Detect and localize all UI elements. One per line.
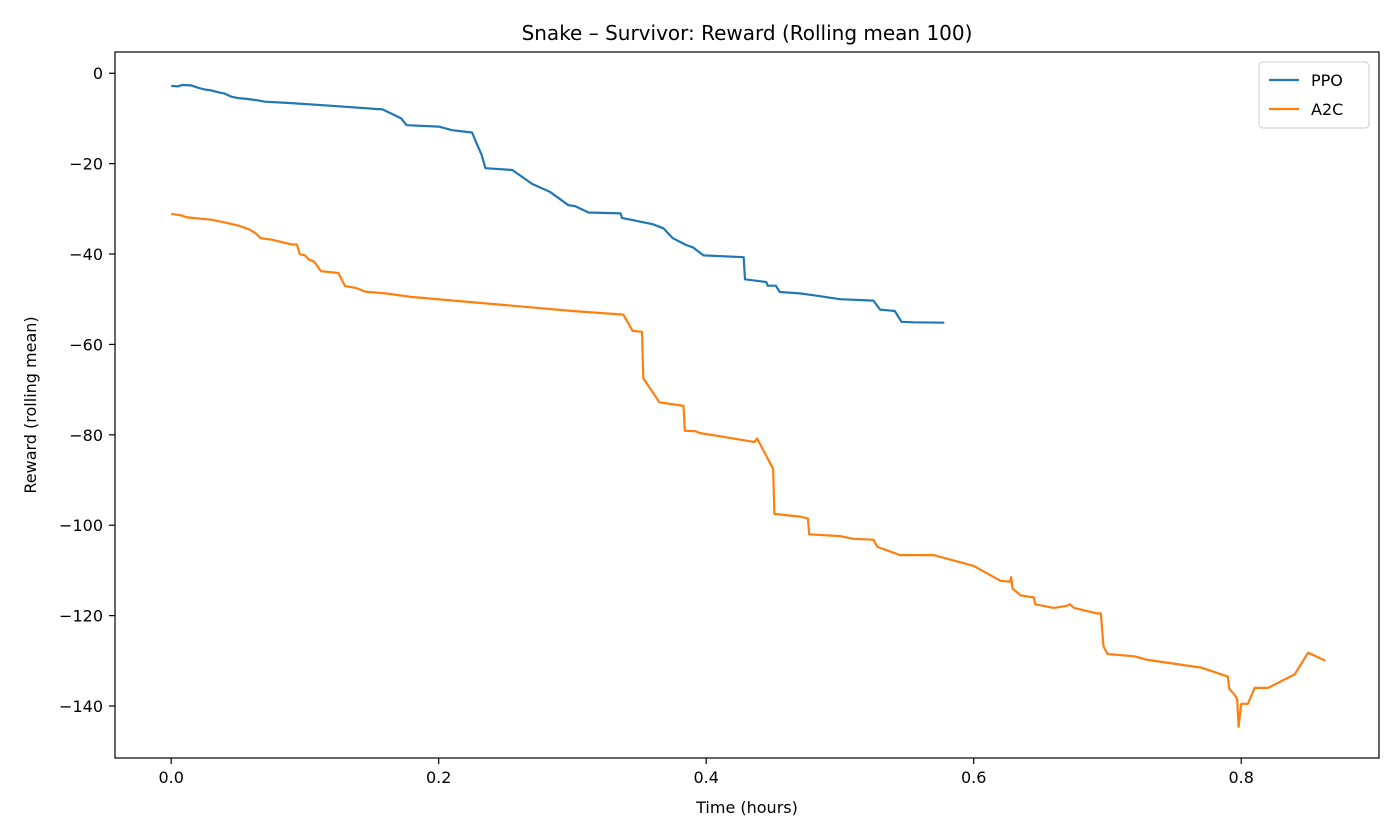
y-axis-label: Reward (rolling mean) [21, 316, 40, 493]
y-tick-label: −40 [69, 245, 103, 264]
y-tick-label: −100 [59, 516, 103, 535]
legend-box [1258, 61, 1370, 129]
plot-lines [171, 83, 1326, 728]
x-tick-label: 0.0 [158, 768, 183, 787]
x-axis-label: Time (hours) [695, 798, 798, 817]
series-line-a2c [171, 212, 1326, 728]
x-axis: 0.0 0.2 0.4 0.6 0.8 [158, 758, 1254, 787]
legend: PPO A2C [1258, 61, 1370, 129]
legend-label-ppo: PPO [1311, 71, 1343, 90]
x-tick-label: 0.2 [426, 768, 451, 787]
x-tick-label: 0.8 [1229, 768, 1254, 787]
series-line-ppo [171, 83, 945, 324]
y-tick-label: −60 [69, 335, 103, 354]
x-tick-label: 0.4 [693, 768, 718, 787]
x-tick-label: 0.6 [961, 768, 986, 787]
y-axis: 0 −20 −40 −60 −80 −100 −120 −140 [59, 64, 115, 716]
y-tick-label: −80 [69, 426, 103, 445]
plot-frame [114, 51, 1380, 759]
chart-title: Snake – Survivor: Reward (Rolling mean 1… [522, 21, 973, 45]
legend-label-a2c: A2C [1311, 100, 1343, 119]
y-tick-label: 0 [93, 64, 103, 83]
y-tick-label: −120 [59, 607, 103, 626]
y-tick-label: −20 [69, 155, 103, 174]
y-tick-label: −140 [59, 697, 103, 716]
